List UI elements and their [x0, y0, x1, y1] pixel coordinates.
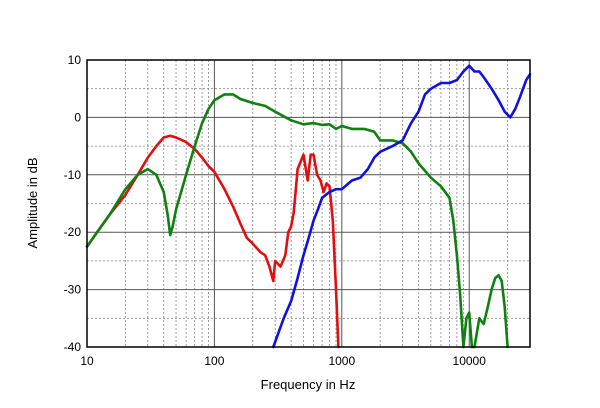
y-tick-label: 0	[74, 110, 81, 124]
y-tick-label: -20	[64, 225, 82, 239]
x-axis-label: Frequency in Hz	[261, 377, 356, 392]
x-tick-label: 10	[80, 354, 94, 368]
minor-gridlines	[87, 60, 531, 347]
y-tick-label: 10	[68, 53, 82, 67]
y-tick-label: -40	[64, 340, 82, 354]
x-tick-label: 100	[204, 354, 224, 368]
y-tick-label: -10	[64, 168, 82, 182]
plot-frame	[86, 59, 531, 348]
y-axis-label: Amplitude in dB	[25, 157, 40, 248]
y-tick-label: -30	[64, 283, 82, 297]
series-line-3	[271, 64, 532, 349]
y-tick-labels: 10 0 -10 -20 -30 -40	[64, 53, 82, 354]
x-tick-label: 10000	[453, 354, 487, 368]
series-line-1	[85, 134, 340, 349]
x-tick-label: 1000	[328, 354, 355, 368]
x-tick-labels: 10 100 1000 10000	[80, 354, 486, 368]
